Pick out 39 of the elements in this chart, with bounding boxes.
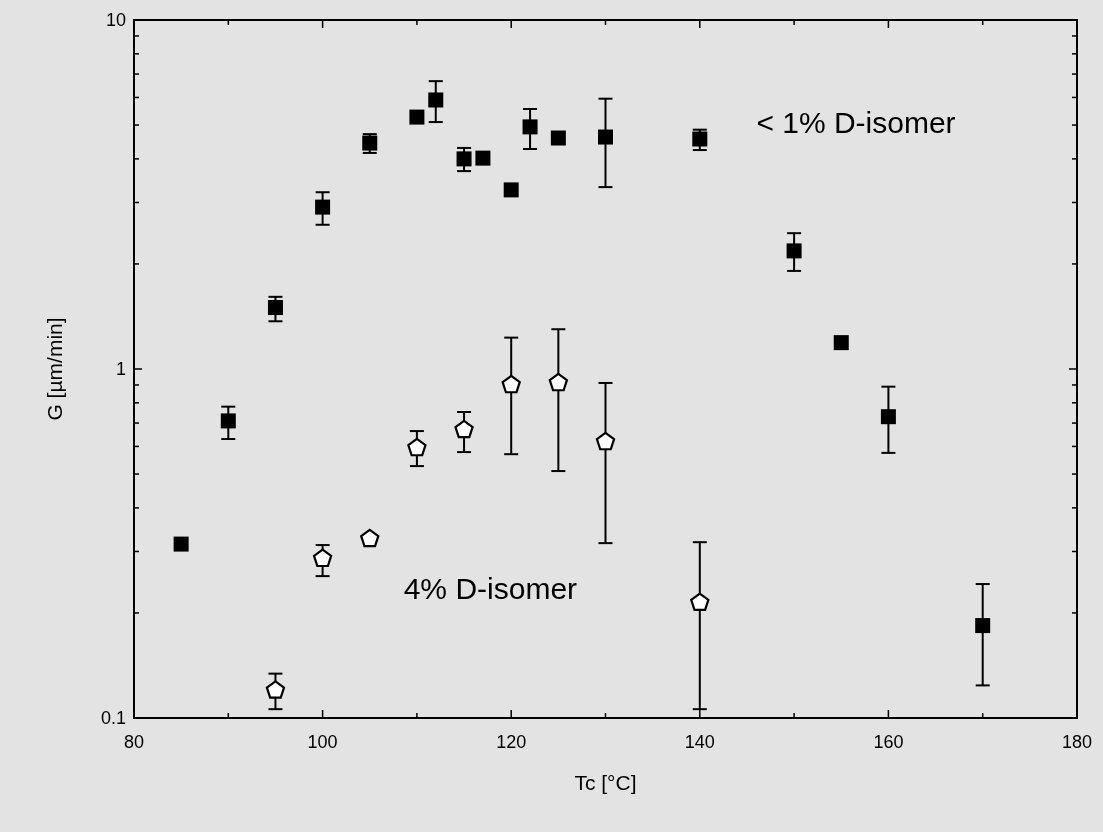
point	[220, 413, 236, 429]
point	[428, 92, 444, 108]
point	[503, 182, 519, 198]
point	[456, 151, 472, 167]
point	[409, 109, 425, 125]
y-tick-label: 0.1	[100, 708, 126, 728]
point	[975, 618, 991, 634]
x-tick-label: 160	[873, 732, 904, 752]
y-tick-label: 10	[105, 10, 126, 30]
point	[360, 528, 380, 548]
annotation: 4% D-isomer	[403, 572, 578, 606]
x-axis-title: Tc [°C]	[574, 771, 637, 794]
point	[407, 437, 427, 457]
point	[173, 536, 189, 552]
annotation: < 1% D-isomer	[756, 106, 956, 140]
point	[501, 374, 521, 394]
x-tick-label: 80	[123, 732, 145, 752]
point	[690, 592, 710, 612]
point	[475, 150, 491, 166]
point	[454, 419, 474, 439]
point	[312, 548, 333, 568]
point	[522, 119, 538, 135]
point	[833, 335, 849, 351]
y-axis-title: G [µm/min]	[43, 317, 66, 421]
point	[692, 131, 708, 147]
point	[265, 680, 286, 699]
x-tick-label: 120	[496, 732, 527, 752]
x-tick-label: 100	[307, 732, 338, 752]
point	[786, 243, 802, 259]
x-tick-label: 140	[684, 732, 715, 752]
point	[550, 130, 566, 146]
point	[880, 409, 896, 425]
point	[267, 300, 283, 316]
point	[598, 129, 613, 145]
y-tick-label: 1	[115, 359, 126, 379]
x-tick-label: 180	[1061, 732, 1093, 752]
point	[315, 199, 331, 215]
point	[595, 431, 616, 451]
point	[548, 372, 569, 392]
